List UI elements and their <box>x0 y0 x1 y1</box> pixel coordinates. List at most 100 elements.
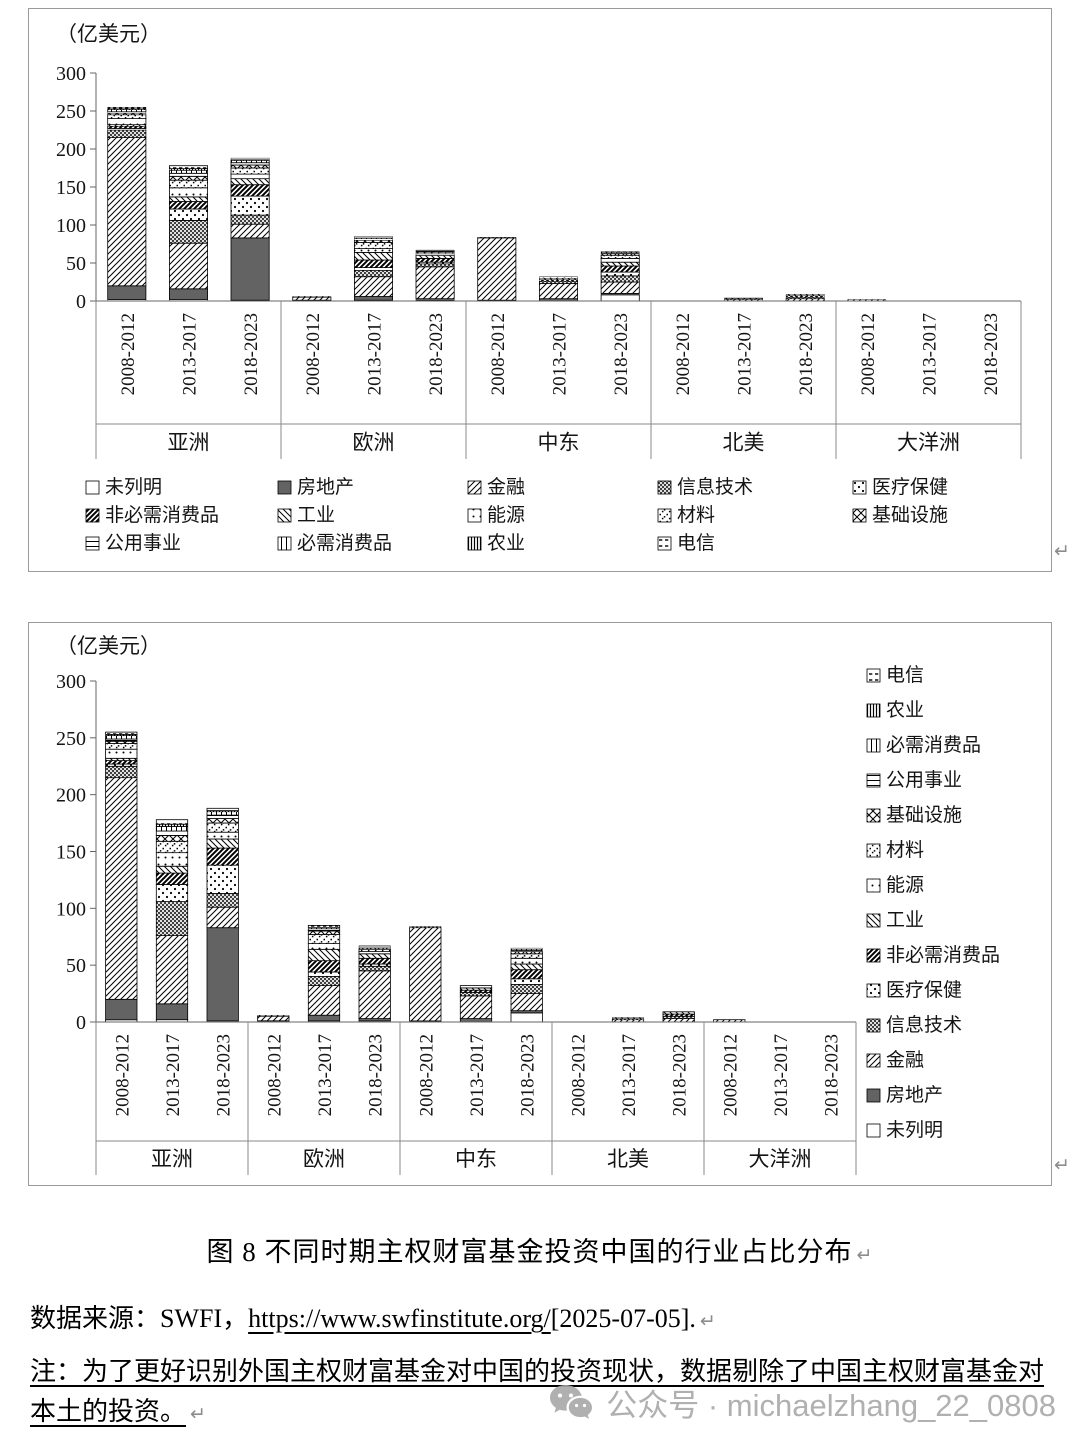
bar-segment <box>230 167 270 175</box>
bar-segment <box>307 1014 341 1022</box>
bar-segment <box>230 184 270 197</box>
region-label: 大洋洲 <box>897 431 960 455</box>
bar-segment <box>600 253 640 256</box>
bar-segment <box>206 822 239 833</box>
bar-segment <box>459 995 493 1019</box>
bar-segment <box>107 109 147 113</box>
paragraph-mark: ↵ <box>190 1403 206 1425</box>
legend-label: 材料 <box>886 839 924 861</box>
figure-caption-text: 图 8 不同时期主权财富基金投资中国的行业占比分布 <box>206 1237 853 1267</box>
bar-segment <box>358 948 391 952</box>
legend-label: 工业 <box>297 504 335 526</box>
period-label: 2008-2012 <box>118 313 139 395</box>
bar-segment <box>292 296 332 298</box>
y-tick-label: 250 <box>56 101 86 123</box>
legend-swatch <box>866 983 881 998</box>
bar-segment <box>510 978 543 985</box>
bar-segment <box>257 1015 290 1022</box>
bar-segment <box>785 297 825 299</box>
legend-item: 能源 <box>866 874 924 896</box>
bar-segment <box>105 760 138 765</box>
period-label: 2008-2012 <box>720 1034 741 1116</box>
bar-segment <box>600 281 640 294</box>
y-tick-label: 50 <box>66 253 86 275</box>
bar-segment <box>105 765 138 779</box>
bar-segment <box>724 297 763 300</box>
bar-segment <box>206 811 239 816</box>
bar-segment <box>107 113 147 116</box>
region-label: 亚洲 <box>151 1147 193 1171</box>
bar-segment <box>353 276 393 297</box>
bar-segment <box>459 1018 493 1023</box>
bar-segment <box>206 807 239 812</box>
paragraph-mark: ↵ <box>1054 1154 1070 1176</box>
bar-segment <box>230 159 270 164</box>
bar-segment <box>353 248 393 253</box>
data-source-line: 数据来源：SWFI，https://www.swfinstitute.org/[… <box>30 1298 716 1335</box>
legend-item: 必需消费品 <box>277 532 392 554</box>
bar-segment <box>307 934 341 945</box>
bar-segment <box>539 278 578 280</box>
bar-segment <box>353 270 393 278</box>
legend-swatch <box>866 1018 881 1033</box>
bar-segment <box>600 251 640 253</box>
bar-segment <box>612 1017 644 1019</box>
period-label: 2013-2017 <box>180 313 201 395</box>
bar-segment <box>307 928 341 932</box>
period-label: 2013-2017 <box>771 1034 792 1116</box>
period-label: 2018-2023 <box>796 313 817 395</box>
period-label: 2018-2023 <box>241 313 262 395</box>
source-prefix: 数据来源：SWFI， <box>30 1304 249 1333</box>
bar-segment <box>168 196 208 202</box>
bar-segment <box>600 265 640 273</box>
stacked-bar-chart: （亿美元） 0 50 100 150 200 250 300 2008-2012 2013-201… <box>56 634 1000 1175</box>
bar-segment <box>415 257 455 263</box>
legend-swatch <box>866 1123 881 1138</box>
bar-segment <box>358 945 391 948</box>
legend-item: 农业 <box>467 532 525 554</box>
legend-label: 农业 <box>487 532 525 554</box>
bar-segment <box>307 924 341 929</box>
legend-label: 基础设施 <box>872 504 948 526</box>
legend-swatch <box>85 480 100 495</box>
legend-item: 医疗保健 <box>866 979 962 1001</box>
period-label: 2008-2012 <box>488 313 509 395</box>
bar-segment <box>785 294 825 296</box>
bar-segment <box>292 296 332 301</box>
legend-item: 非必需消费品 <box>85 504 219 526</box>
legend-swatch <box>866 808 881 823</box>
legend-swatch <box>866 948 881 963</box>
bar-segment <box>415 253 455 256</box>
bar-segment <box>415 249 455 252</box>
legend-swatch <box>657 536 672 551</box>
bar-segment <box>307 943 341 950</box>
bar-segment <box>105 731 138 735</box>
stacked-bar-chart: （亿美元） 0 50 100 150 200 250 300 2008-2012 2013-201… <box>56 22 1022 554</box>
region-label: 北美 <box>607 1147 649 1171</box>
bar-segment <box>155 901 189 936</box>
bar-segment <box>206 838 239 849</box>
legend-swatch <box>277 508 292 523</box>
period-label: 2008-2012 <box>303 313 324 395</box>
legend-swatch <box>866 668 881 683</box>
bar-segment <box>107 106 147 109</box>
source-link[interactable]: https://www.swfinstitute.org/ <box>248 1304 551 1333</box>
bar-segment <box>168 169 208 174</box>
bar-segment <box>510 947 543 950</box>
bar-segment <box>510 957 543 965</box>
period-label: 2008-2012 <box>673 313 694 395</box>
y-tick-label: 150 <box>56 842 86 864</box>
bar-segment <box>168 187 208 198</box>
legend-label: 电信 <box>677 532 715 554</box>
legend-label: 工业 <box>886 909 924 931</box>
region-label: 中东 <box>455 1147 497 1171</box>
legend-swatch <box>467 508 482 523</box>
bar-segment <box>155 852 189 867</box>
bar-segment <box>510 951 543 955</box>
period-label: 2018-2023 <box>214 1034 235 1116</box>
bar-segment <box>510 993 543 1012</box>
legend-item: 信息技术 <box>866 1014 962 1036</box>
region-label: 欧洲 <box>303 1147 345 1171</box>
bar-segment <box>415 263 455 268</box>
period-label: 2008-2012 <box>858 313 879 395</box>
